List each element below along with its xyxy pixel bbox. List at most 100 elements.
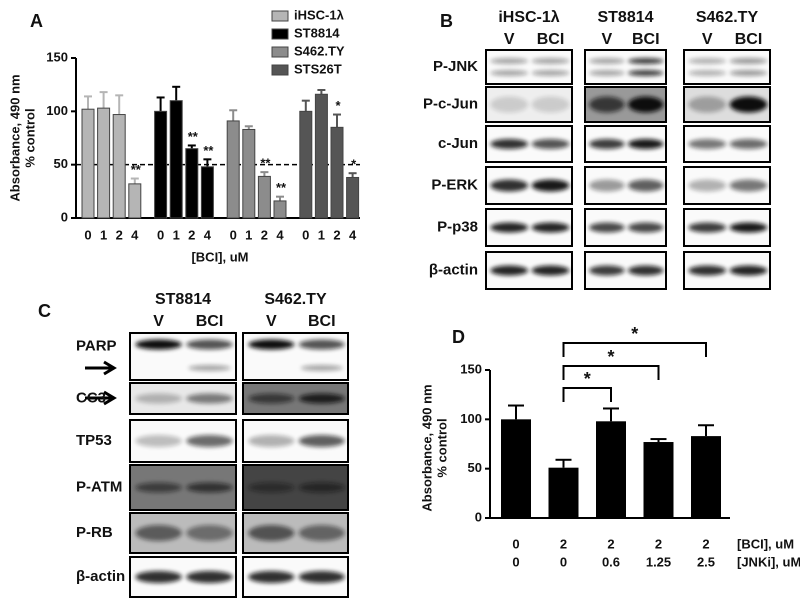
cell-line-header: S462.TY: [696, 9, 759, 26]
blot-band: [186, 571, 233, 583]
bar: [185, 148, 199, 219]
x-tick-label: 1.25: [646, 554, 671, 569]
blot-box: [584, 49, 667, 85]
y-tick-label: 150: [46, 49, 68, 64]
x-tick-label: 0: [84, 227, 91, 242]
blot-band: [627, 139, 664, 149]
significance: **: [131, 162, 142, 177]
y-tick-label: 50: [54, 156, 68, 171]
x-tick-label: 2: [188, 227, 195, 242]
x-axis-label: [BCI], uM: [191, 249, 248, 264]
lane-label: V: [602, 31, 613, 48]
y-tick-label: 100: [460, 411, 482, 426]
bar: [169, 100, 183, 219]
cell-line-header: ST8814: [597, 9, 653, 26]
blot-band: [627, 96, 664, 113]
comparison-label: *: [631, 324, 638, 344]
legend-label: ST8814: [294, 25, 340, 40]
blot-band: [688, 96, 727, 113]
x-tick-label: 2.5: [697, 554, 715, 569]
blot-band: [298, 339, 345, 350]
x-tick-label: 0: [157, 227, 164, 242]
significance: *: [335, 98, 341, 113]
cell-line-header: iHSC-1λ: [498, 9, 559, 26]
bar: [112, 114, 126, 219]
bar: [330, 126, 344, 219]
blot-band: [298, 482, 345, 493]
bar: [548, 467, 579, 518]
x-tick-label: 4: [276, 227, 284, 242]
blot-band: [729, 222, 768, 233]
blot-band: [627, 179, 664, 192]
blot-band: [186, 482, 233, 493]
blot-band: [248, 435, 295, 447]
blot-band: [729, 58, 768, 64]
blot-band: [135, 339, 182, 350]
blot-band: [531, 265, 570, 276]
blot-band: [490, 179, 529, 192]
blot-band: [186, 435, 233, 447]
comparison-label: *: [584, 369, 591, 389]
blot-band: [298, 525, 345, 541]
lane-label: BCI: [308, 313, 336, 330]
row-label: CC3: [76, 389, 106, 406]
panel-label: A: [30, 11, 43, 31]
blot-band: [248, 525, 295, 541]
y-tick-label: 100: [46, 103, 68, 118]
lane-label: BCI: [735, 31, 763, 48]
blot-band: [729, 265, 768, 276]
blot-band: [298, 393, 345, 404]
blot-box: [129, 512, 237, 554]
row-label: P-RB: [76, 524, 113, 541]
bar: [226, 120, 240, 219]
blot-band: [248, 339, 295, 350]
row-label: P-ERK: [431, 176, 478, 193]
x-tick-label: 0: [512, 536, 519, 551]
blot-band: [135, 525, 182, 541]
blot-band: [531, 58, 570, 64]
row-label: P-JNK: [433, 58, 478, 75]
significance: **: [276, 180, 287, 195]
blot-band: [688, 179, 727, 192]
y-tick-label: 0: [61, 209, 68, 224]
blot-band: [589, 70, 625, 76]
legend-swatch: [271, 64, 289, 76]
x-tick-label: 2: [702, 536, 709, 551]
blot-band: [248, 393, 295, 404]
legend-label: S462.TY: [294, 43, 345, 58]
bar: [314, 93, 328, 219]
lane-label: V: [504, 31, 515, 48]
x-tick-label: 0: [302, 227, 309, 242]
x-tick-label: 1: [245, 227, 252, 242]
blot-band: [186, 393, 233, 404]
blot-band: [490, 70, 529, 76]
blot-band: [627, 265, 664, 276]
blot-band: [729, 70, 768, 76]
row-label: P-c-Jun: [423, 95, 478, 112]
blot-band: [688, 58, 727, 64]
arrow: [85, 390, 117, 406]
blot-band: [186, 525, 233, 541]
blot-band: [490, 96, 529, 113]
legend-swatch: [271, 46, 289, 58]
significance: **: [188, 129, 199, 144]
panel-label: C: [38, 301, 51, 321]
blot-band: [688, 222, 727, 233]
lane-label: BCI: [196, 313, 224, 330]
blot-band: [531, 70, 570, 76]
x-tick-label: 0.6: [602, 554, 620, 569]
bar: [97, 107, 111, 219]
bar: [273, 200, 287, 219]
row-label: c-Jun: [438, 135, 478, 152]
legend-swatch: [271, 28, 289, 40]
row-label: P-ATM: [76, 478, 122, 495]
y-tick-label: 0: [475, 509, 482, 524]
bar: [346, 176, 360, 219]
x-tick-label: 4: [204, 227, 212, 242]
blot-band: [589, 265, 625, 276]
x-tick-label: 2: [261, 227, 268, 242]
blot-band: [627, 58, 664, 64]
blot-band: [531, 179, 570, 192]
lane-label: V: [266, 313, 277, 330]
